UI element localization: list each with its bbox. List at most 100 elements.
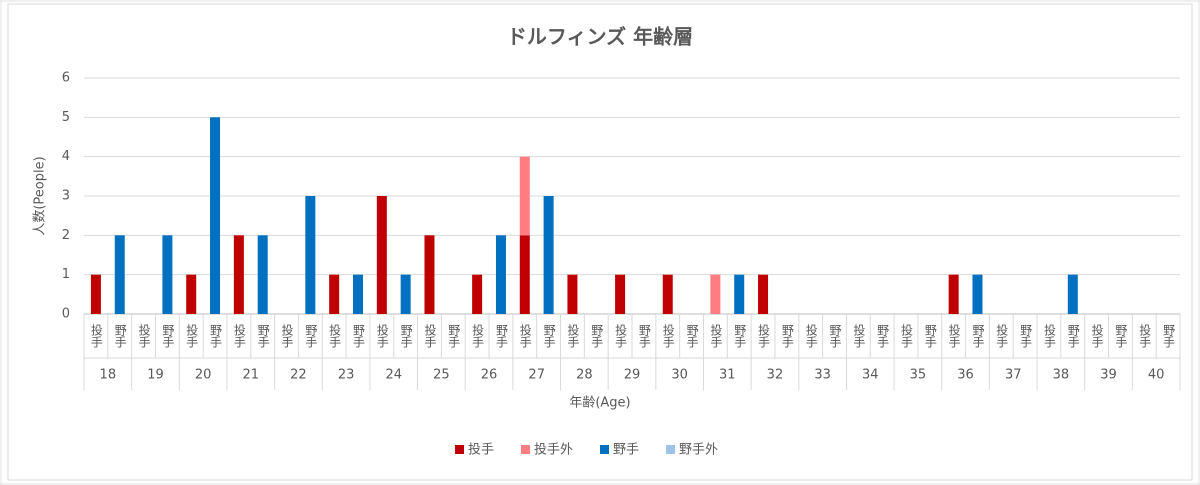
x-tick-label: 野手 xyxy=(542,324,556,348)
group-label: 32 xyxy=(767,368,784,383)
x-tick-label: 野手 xyxy=(161,324,175,348)
x-tick-label: 野手 xyxy=(113,324,127,348)
group-label: 35 xyxy=(910,368,927,383)
bar xyxy=(734,274,745,314)
x-tick-label: 投手 xyxy=(566,323,580,348)
x-tick-label: 野手 xyxy=(494,324,508,348)
x-tick-label: 投手 xyxy=(375,323,389,348)
group-label: 31 xyxy=(719,368,736,383)
group-label: 24 xyxy=(385,368,402,383)
y-tick-label: 1 xyxy=(62,267,70,282)
x-tick-label: 投手 xyxy=(804,323,818,348)
bar xyxy=(353,274,363,314)
bar xyxy=(186,274,197,314)
bar xyxy=(519,235,530,314)
group-label: 39 xyxy=(1100,368,1117,383)
chart-area xyxy=(7,3,1193,481)
x-tick-label: 野手 xyxy=(304,324,318,348)
x-tick-label: 野手 xyxy=(923,324,937,348)
legend-swatch xyxy=(600,445,609,454)
x-tick-label: 投手 xyxy=(280,323,294,348)
bar xyxy=(233,235,244,314)
group-label: 28 xyxy=(576,368,593,383)
bar xyxy=(114,235,125,314)
x-tick-label: 投手 xyxy=(947,323,961,348)
bar xyxy=(758,274,769,314)
bar xyxy=(305,196,316,314)
bar xyxy=(257,235,268,314)
group-label: 21 xyxy=(243,368,260,383)
x-tick-label: 投手 xyxy=(1090,323,1104,348)
bar xyxy=(162,235,173,314)
x-tick-label: 野手 xyxy=(971,324,985,348)
bar xyxy=(662,274,673,314)
group-label: 23 xyxy=(338,368,355,383)
y-tick-label: 3 xyxy=(62,189,70,204)
x-tick-label: 投手 xyxy=(661,323,675,348)
group-label: 18 xyxy=(100,368,117,383)
y-tick-label: 0 xyxy=(62,307,70,322)
x-tick-label: 投手 xyxy=(89,323,103,348)
legend-label: 野手 xyxy=(613,443,639,458)
x-tick-label: 投手 xyxy=(1138,323,1152,348)
x-tick-label: 野手 xyxy=(447,324,461,348)
bar xyxy=(1067,274,1078,314)
legend-label: 投手外 xyxy=(534,442,573,458)
group-label: 30 xyxy=(671,368,688,383)
x-tick-label: 野手 xyxy=(828,324,842,348)
x-tick-label: 野手 xyxy=(733,324,747,348)
bar xyxy=(519,156,530,236)
y-tick-label: 2 xyxy=(62,228,70,243)
chart-title: ドルフィンズ 年齢層 xyxy=(507,25,693,49)
x-tick-label: 野手 xyxy=(209,324,223,348)
x-axis-title: 年齢(Age) xyxy=(569,396,630,411)
y-tick-label: 6 xyxy=(62,71,70,86)
bar xyxy=(90,274,101,314)
group-label: 25 xyxy=(433,368,450,383)
bar xyxy=(329,274,340,314)
x-tick-label: 野手 xyxy=(1019,324,1033,348)
legend-swatch xyxy=(521,445,530,454)
bar xyxy=(424,235,435,314)
x-tick-label: 投手 xyxy=(328,323,342,348)
group-label: 29 xyxy=(624,368,641,383)
x-tick-label: 投手 xyxy=(185,323,199,348)
bar xyxy=(210,117,221,314)
x-tick-label: 投手 xyxy=(995,323,1009,348)
legend-swatch xyxy=(666,445,675,454)
bar xyxy=(543,196,554,314)
x-tick-label: 野手 xyxy=(637,324,651,348)
y-tick-label: 5 xyxy=(62,110,70,125)
x-tick-label: 野手 xyxy=(352,324,366,348)
bar xyxy=(400,274,411,314)
bar xyxy=(376,196,387,314)
group-label: 27 xyxy=(528,368,545,383)
x-tick-label: 投手 xyxy=(709,323,723,348)
y-axis-title: 人数(People) xyxy=(33,156,48,235)
group-label: 26 xyxy=(481,368,498,383)
bar xyxy=(948,274,959,314)
y-tick-label: 4 xyxy=(62,149,70,164)
group-label: 22 xyxy=(290,368,307,383)
x-tick-label: 野手 xyxy=(780,324,794,348)
x-tick-label: 投手 xyxy=(137,323,151,348)
bar xyxy=(567,274,578,314)
x-tick-label: 投手 xyxy=(423,323,437,348)
legend-label: 投手 xyxy=(468,442,494,458)
x-tick-label: 野手 xyxy=(1114,324,1128,348)
bar xyxy=(472,274,483,314)
group-label: 19 xyxy=(147,368,164,383)
bar xyxy=(495,235,506,314)
x-tick-label: 野手 xyxy=(876,324,890,348)
x-tick-label: 野手 xyxy=(1162,324,1176,348)
legend-label: 野手外 xyxy=(679,443,718,458)
x-tick-label: 投手 xyxy=(757,323,771,348)
group-label: 40 xyxy=(1148,368,1165,383)
group-label: 33 xyxy=(814,368,831,383)
x-tick-label: 投手 xyxy=(900,323,914,348)
x-tick-label: 野手 xyxy=(590,324,604,348)
group-label: 20 xyxy=(195,368,212,383)
x-tick-label: 投手 xyxy=(614,323,628,348)
